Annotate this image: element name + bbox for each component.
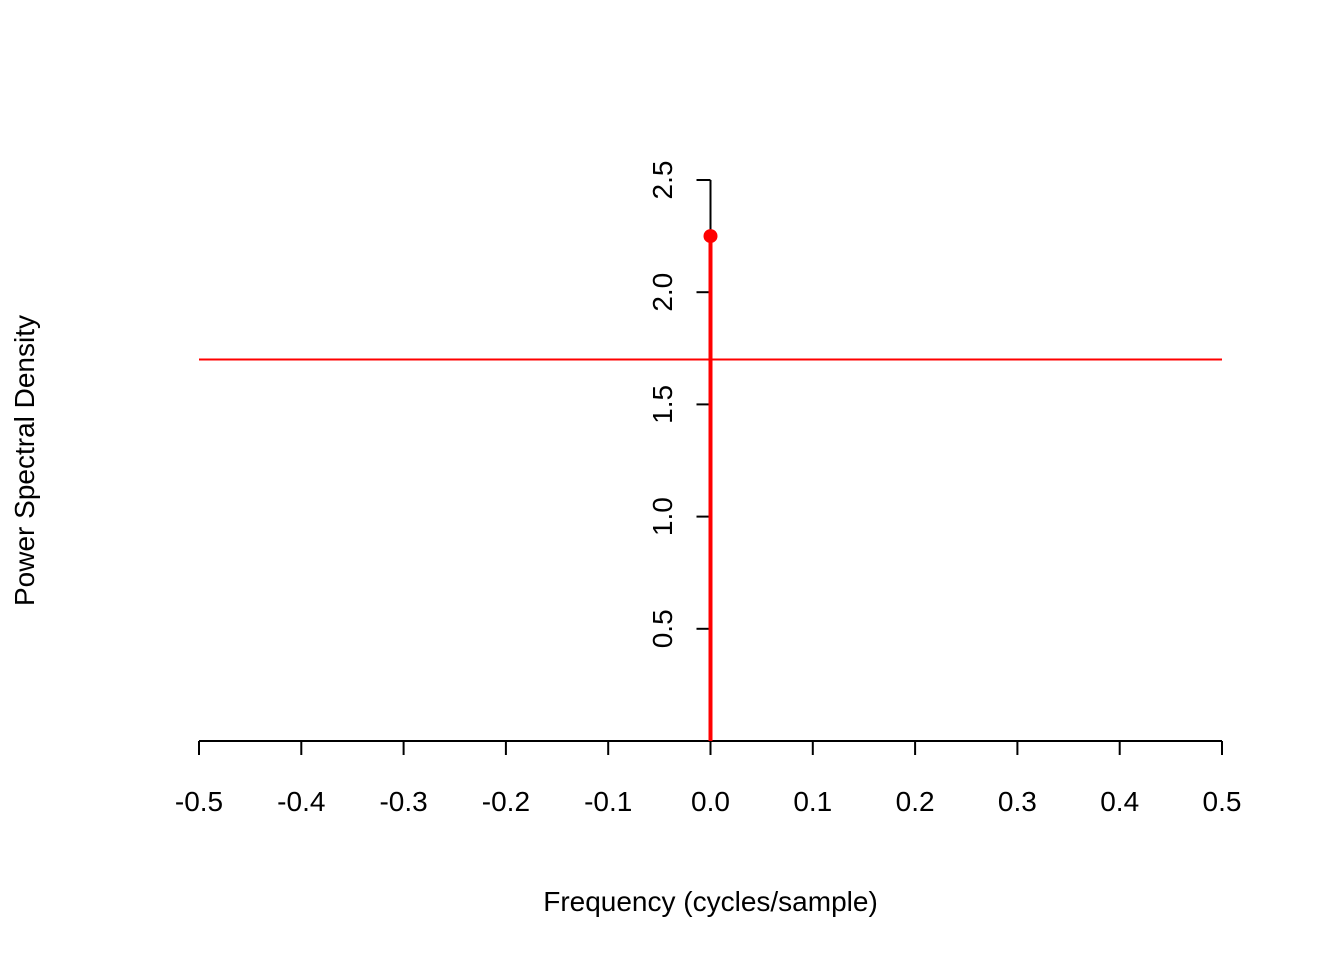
spike-point bbox=[703, 229, 718, 244]
x-tick-label: -0.3 bbox=[379, 786, 427, 817]
y-ticks: 0.5 1.0 1.5 2.0 2.5 bbox=[647, 161, 711, 648]
y-axis-title: Power Spectral Density bbox=[9, 315, 40, 606]
y-tick-label: 2.5 bbox=[647, 161, 678, 200]
x-tick-label: 0.1 bbox=[793, 786, 832, 817]
x-tick-label: 0.4 bbox=[1100, 786, 1139, 817]
y-axis: 0.5 1.0 1.5 2.0 2.5 bbox=[647, 161, 712, 648]
x-tick-label: 0.2 bbox=[896, 786, 935, 817]
x-tick-label: 0.5 bbox=[1203, 786, 1242, 817]
x-tick-label: -0.2 bbox=[482, 786, 530, 817]
y-tick-label: 2.0 bbox=[647, 273, 678, 312]
x-axis: -0.5 -0.4 -0.3 -0.2 -0.1 0.0 0.1 0.2 0.3 0.4 0.5 bbox=[175, 740, 1242, 817]
y-tick-label: 1.5 bbox=[647, 385, 678, 424]
x-axis-title: Frequency (cycles/sample) bbox=[543, 886, 878, 917]
y-tick-label: 0.5 bbox=[647, 609, 678, 648]
y-tick-label: 1.0 bbox=[647, 497, 678, 536]
x-ticks: -0.5 -0.4 -0.3 -0.2 -0.1 0.0 0.1 0.2 0.3 0.4 0.5 bbox=[175, 741, 1242, 817]
x-tick-label: -0.5 bbox=[175, 786, 223, 817]
x-tick-label: 0.3 bbox=[998, 786, 1037, 817]
x-tick-label: -0.4 bbox=[277, 786, 325, 817]
x-tick-label: 0.0 bbox=[691, 786, 730, 817]
x-tick-label: -0.1 bbox=[584, 786, 632, 817]
